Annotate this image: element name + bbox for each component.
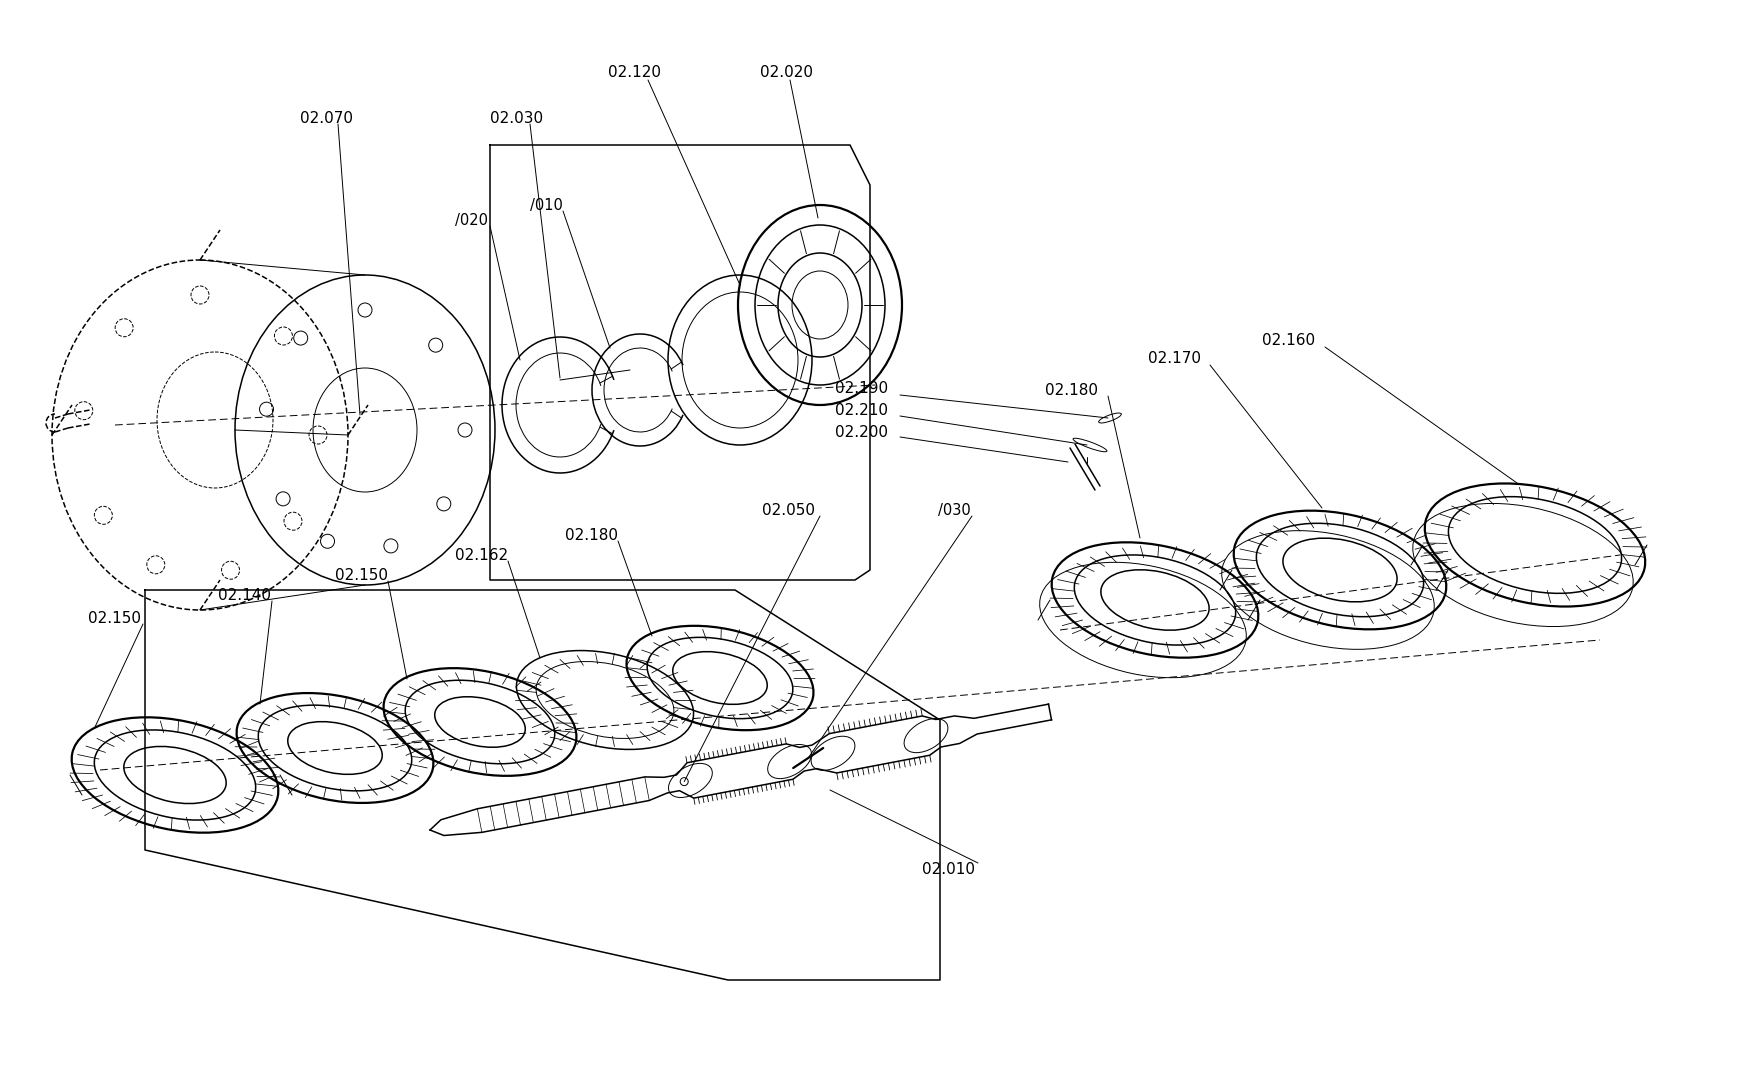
Text: 02.180: 02.180 xyxy=(1045,382,1097,397)
Text: 02.050: 02.050 xyxy=(762,503,814,518)
Text: 02.180: 02.180 xyxy=(565,528,617,542)
Text: 02.170: 02.170 xyxy=(1148,351,1200,366)
Text: /030: /030 xyxy=(937,503,970,518)
Text: 02.210: 02.210 xyxy=(835,402,887,417)
Text: 02.070: 02.070 xyxy=(299,110,353,125)
Text: /020: /020 xyxy=(454,213,487,228)
Text: 02.140: 02.140 xyxy=(217,587,271,602)
Text: 02.160: 02.160 xyxy=(1261,333,1315,348)
Text: 02.010: 02.010 xyxy=(922,862,974,877)
Text: 02.020: 02.020 xyxy=(760,64,812,79)
Text: 02.120: 02.120 xyxy=(607,64,661,79)
Text: /010: /010 xyxy=(530,198,562,213)
Text: 02.030: 02.030 xyxy=(490,110,543,125)
Text: 02.200: 02.200 xyxy=(835,425,887,440)
Text: 02.190: 02.190 xyxy=(835,381,887,396)
Text: 02.150: 02.150 xyxy=(336,567,388,582)
Text: 02.162: 02.162 xyxy=(454,548,508,563)
Text: 02.150: 02.150 xyxy=(89,611,141,626)
